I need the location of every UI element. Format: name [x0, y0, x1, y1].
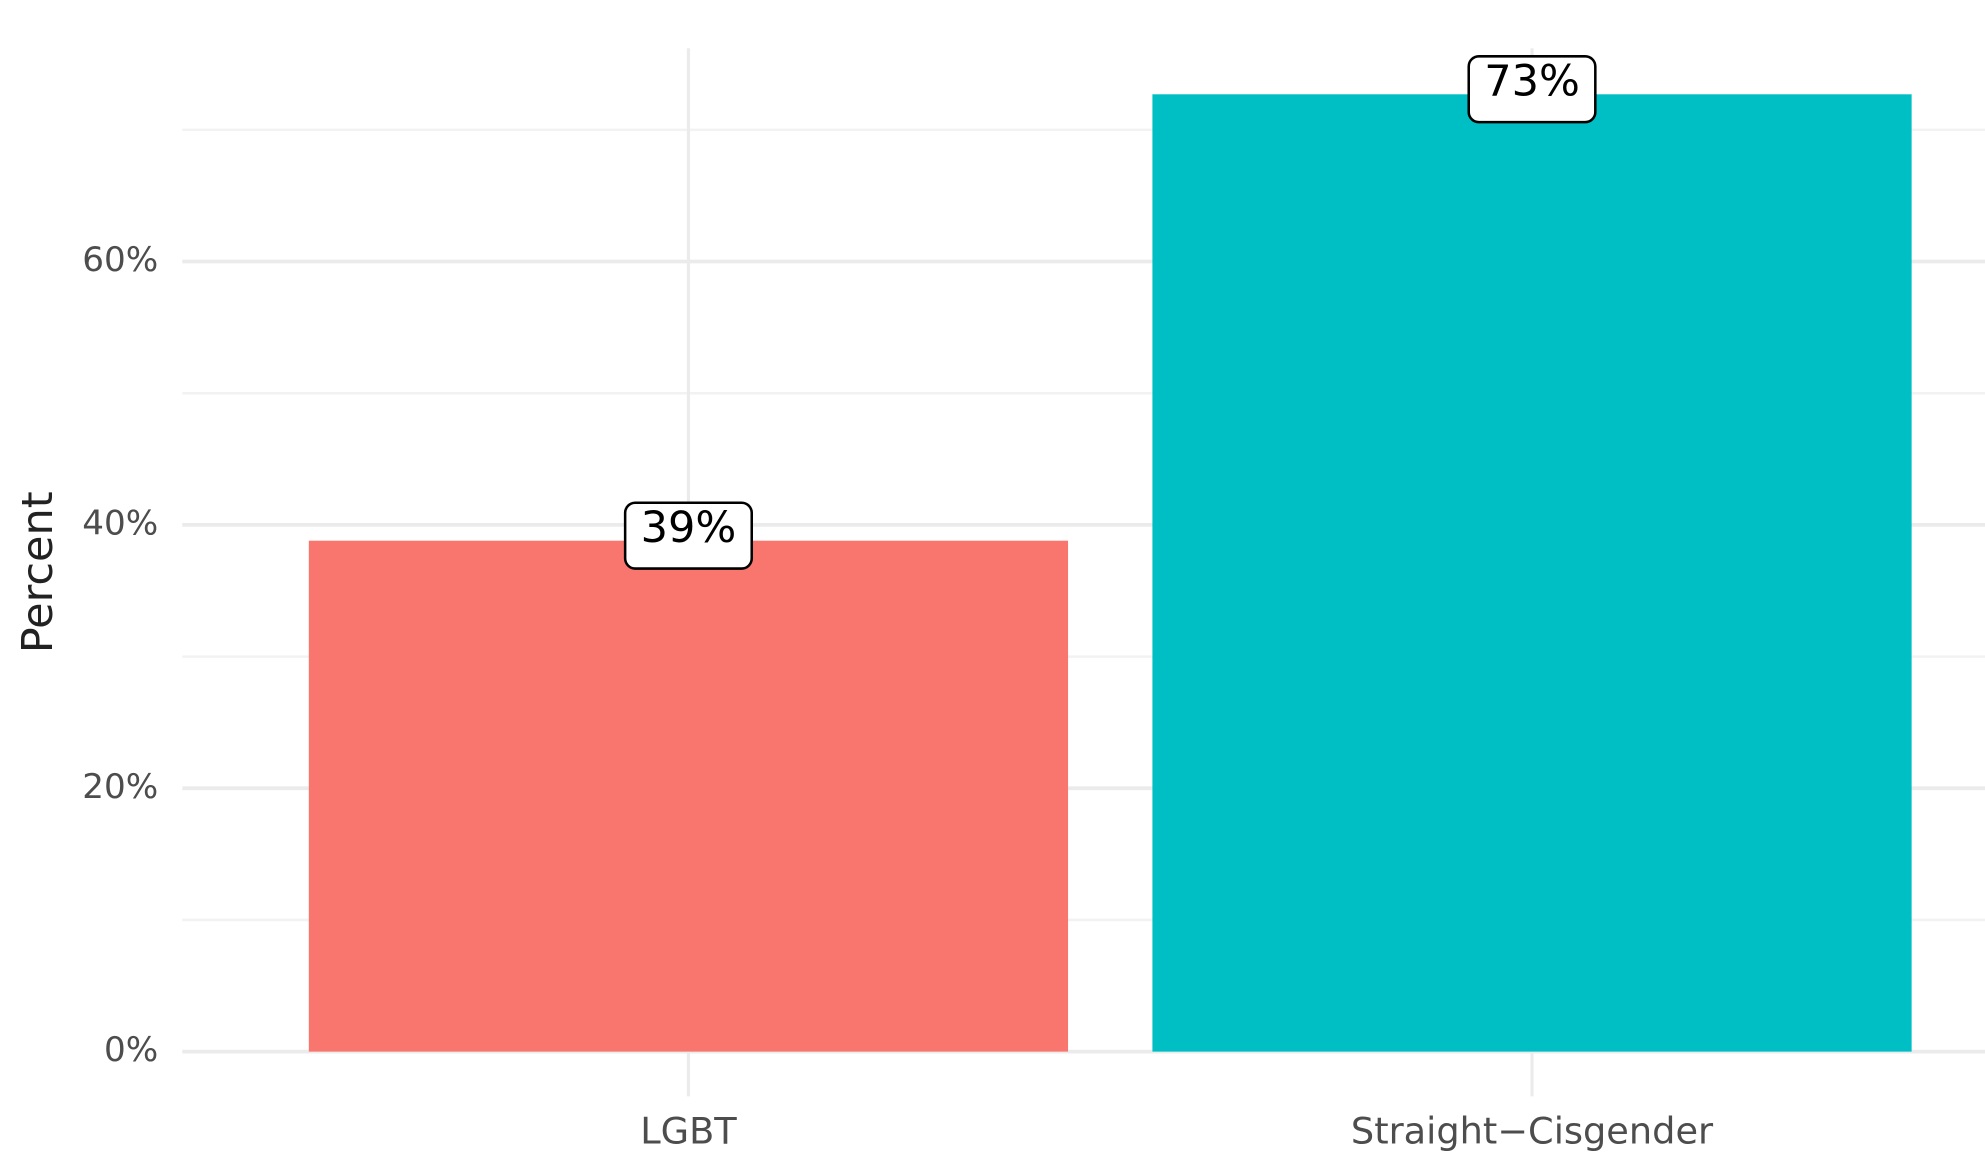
bar — [1152, 94, 1912, 1052]
value-label-box — [1467, 55, 1597, 124]
bar — [308, 540, 1069, 1052]
y-axis-label: Percent — [13, 491, 63, 653]
y-tick-label: 0% — [104, 1030, 158, 1070]
y-tick-label: 60% — [82, 240, 158, 280]
y-tick-label: 20% — [82, 767, 158, 807]
value-label-box — [623, 501, 754, 570]
y-tick-label: 40% — [82, 503, 158, 543]
x-tick-label: Straight−Cisgender — [1351, 1110, 1714, 1153]
value-label: 39% — [641, 503, 737, 553]
value-label: 73% — [1484, 57, 1580, 107]
x-tick-label: LGBT — [640, 1110, 737, 1153]
